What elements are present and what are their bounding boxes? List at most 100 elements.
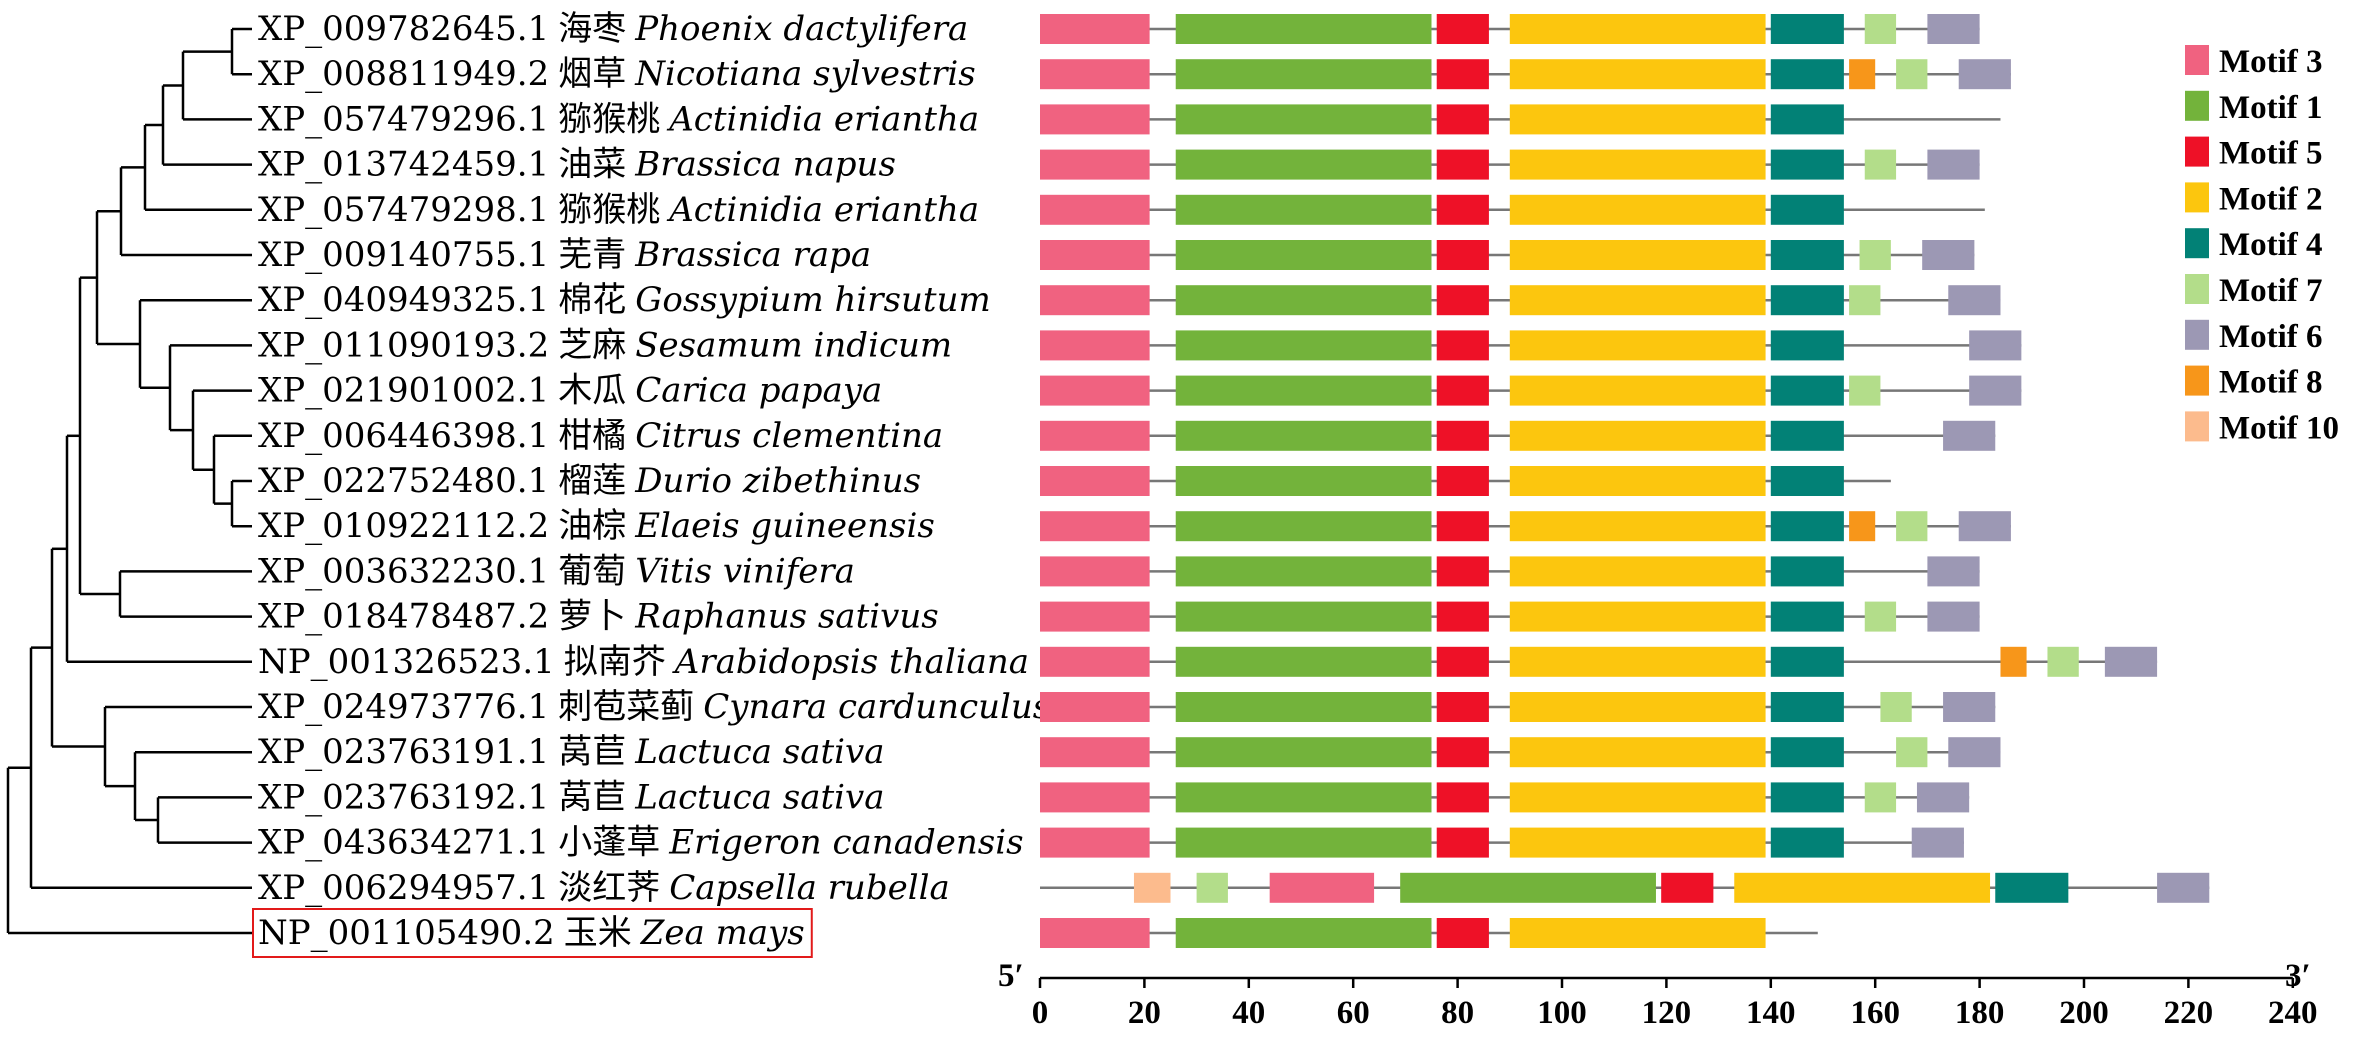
- motif-box-motif-5: [1436, 240, 1489, 270]
- motif-box-motif-6: [1927, 149, 1980, 180]
- motif-box-motif-4: [1770, 375, 1844, 406]
- sequence-label: XP_040949325.1 棉花 Gossypium hirsutum: [258, 280, 991, 320]
- legend-swatch: [2185, 136, 2209, 167]
- chinese-name: 萝卜: [558, 597, 626, 637]
- motif-box-motif-1: [1175, 782, 1432, 813]
- accession-id: XP_003632230.1: [258, 551, 549, 591]
- accession-id: XP_013742459.1: [258, 145, 549, 185]
- axis-tick-label: 80: [1441, 995, 1474, 1031]
- motif-box-motif-7: [1859, 240, 1891, 270]
- legend-item: Motif 7: [2185, 273, 2323, 309]
- motif-box-motif-4: [1770, 511, 1844, 542]
- motif-box-motif-2: [1509, 59, 1766, 90]
- motif-box-motif-6: [1948, 737, 2001, 768]
- motif-box-motif-3: [1040, 420, 1150, 451]
- motif-box-motif-5: [1436, 646, 1489, 677]
- sequence-row: [1040, 14, 1980, 44]
- accession-id: XP_009140755.1: [258, 235, 549, 275]
- motif-box-motif-3: [1040, 104, 1150, 135]
- species-name: Arabidopsis thaliana: [672, 642, 1029, 682]
- sequence-label: XP_011090193.2 芝麻 Sesamum indicum: [258, 325, 952, 365]
- motif-box-motif-7: [1880, 692, 1912, 722]
- motif-box-motif-4: [1770, 601, 1844, 632]
- motif-box-motif-5: [1436, 375, 1489, 406]
- sequence-label: XP_023763191.1 莴苣 Lactuca sativa: [258, 732, 885, 772]
- species-name: Sesamum indicum: [635, 325, 952, 365]
- sequence-label: XP_006294957.1 淡红荠 Capsella rubella: [258, 868, 950, 908]
- legend-swatch: [2185, 182, 2209, 213]
- motif-box-motif-5: [1436, 918, 1489, 948]
- accession-id: XP_010922112.2: [258, 506, 549, 546]
- motif-box-motif-1: [1175, 240, 1432, 270]
- accession-id: XP_024973776.1: [258, 687, 549, 727]
- motif-box-motif-5: [1436, 466, 1489, 496]
- motif-box-motif-5: [1661, 872, 1714, 903]
- motif-box-motif-6: [1916, 782, 1970, 813]
- sequence-label: XP_057479296.1 猕猴桃 Actinidia eriantha: [258, 99, 979, 139]
- species-name: Nicotiana sylvestris: [634, 54, 975, 94]
- motif-box-motif-4: [1770, 466, 1844, 496]
- sequence-row: [1040, 194, 1985, 225]
- chinese-name: 油菜: [558, 145, 626, 185]
- motif-tracks: [1040, 14, 2210, 948]
- motif-box-motif-1: [1175, 737, 1432, 768]
- accession-id: XP_057479298.1: [258, 190, 549, 230]
- motif-box-motif-3: [1040, 782, 1150, 813]
- motif-box-motif-5: [1436, 692, 1489, 722]
- species-name: Citrus clementina: [635, 416, 943, 456]
- motif-box-motif-1: [1175, 420, 1432, 451]
- motif-box-motif-3: [1040, 59, 1150, 90]
- accession-id: XP_021901002.1: [258, 371, 549, 411]
- chinese-name: 葡萄: [558, 551, 626, 591]
- motif-box-motif-7: [1896, 59, 1928, 90]
- legend-item: Motif 5: [2185, 136, 2323, 172]
- motif-box-motif-5: [1436, 14, 1489, 44]
- chinese-name: 猕猴桃: [558, 190, 660, 230]
- five-prime-label: 5′: [998, 958, 1024, 994]
- three-prime-label: 3′: [2285, 958, 2311, 994]
- motif-box-motif-1: [1175, 692, 1432, 722]
- motif-box-motif-1: [1175, 59, 1432, 90]
- motif-box-motif-1: [1175, 827, 1432, 858]
- phylogenetic-tree: [6, 27, 252, 935]
- species-name: Raphanus sativus: [634, 597, 938, 637]
- motif-box-motif-5: [1436, 420, 1489, 451]
- species-name: Lactuca sativa: [634, 777, 884, 817]
- motif-box-motif-3: [1040, 646, 1150, 677]
- motif-box-motif-10: [1133, 872, 1171, 903]
- motif-box-motif-2: [1509, 240, 1766, 270]
- motif-box-motif-4: [1770, 285, 1844, 316]
- motif-box-motif-3: [1040, 737, 1150, 768]
- legend-swatch: [2185, 228, 2209, 259]
- motif-box-motif-1: [1175, 104, 1432, 135]
- species-name: Gossypium hirsutum: [635, 280, 991, 320]
- accession-id: XP_011090193.2: [258, 325, 549, 365]
- sequence-label: NP_001326523.1 拟南芥 Arabidopsis thaliana: [258, 642, 1029, 682]
- motif-box-motif-6: [1948, 285, 2001, 316]
- motif-box-motif-4: [1770, 737, 1844, 768]
- motif-box-motif-1: [1175, 375, 1432, 406]
- axis-tick-label: 120: [1642, 995, 1692, 1031]
- motif-box-motif-7: [1849, 375, 1881, 406]
- legend-swatch: [2185, 45, 2209, 75]
- motif-box-motif-6: [1927, 601, 1980, 632]
- chinese-name: 芜青: [558, 235, 626, 275]
- motif-box-motif-5: [1436, 59, 1489, 90]
- motif-box-motif-7: [1896, 737, 1928, 768]
- motif-box-motif-4: [1770, 240, 1844, 270]
- motif-box-motif-5: [1436, 737, 1489, 768]
- axis-tick-label: 60: [1337, 995, 1370, 1031]
- species-name: Vitis vinifera: [635, 551, 855, 591]
- legend-item: Motif 6: [2185, 319, 2323, 355]
- motif-box-motif-1: [1175, 556, 1432, 587]
- chinese-name: 小蓬草: [558, 823, 660, 863]
- motif-box-motif-2: [1509, 104, 1766, 135]
- legend-swatch: [2185, 274, 2209, 304]
- sequence-row: [1040, 511, 2011, 542]
- species-name: Actinidia eriantha: [666, 99, 979, 139]
- sequence-row: [1040, 918, 1818, 948]
- sequence-label: XP_024973776.1 刺苞菜蓟 Cynara cardunculus: [258, 687, 1050, 727]
- chinese-name: 烟草: [558, 54, 626, 94]
- species-name: Elaeis guineensis: [634, 506, 935, 546]
- chinese-name: 柑橘: [558, 416, 626, 456]
